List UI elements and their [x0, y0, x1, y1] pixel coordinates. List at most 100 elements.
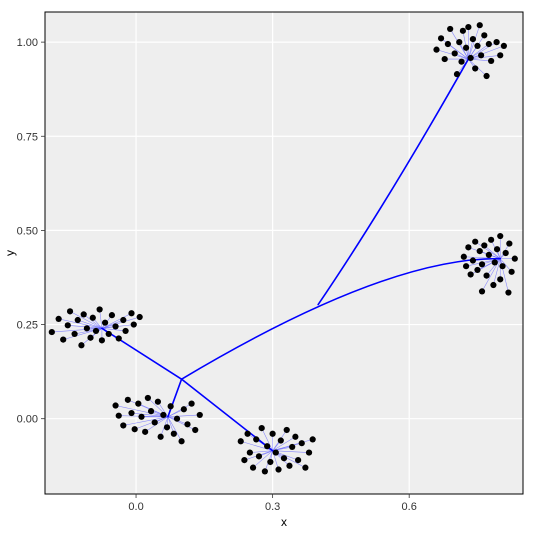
data-point: [109, 312, 115, 318]
data-point: [168, 403, 174, 409]
y-tick-label: 0.75: [17, 131, 38, 143]
data-point: [241, 457, 247, 463]
data-point: [67, 308, 73, 314]
data-point: [262, 468, 268, 474]
data-point: [494, 246, 500, 252]
data-point: [256, 453, 262, 459]
data-point: [81, 311, 87, 317]
data-point: [445, 41, 451, 47]
data-point: [499, 263, 505, 269]
data-point: [264, 443, 270, 449]
data-point: [493, 39, 499, 45]
data-point: [479, 261, 485, 267]
data-point: [302, 465, 308, 471]
data-point: [125, 397, 131, 403]
data-point: [145, 395, 151, 401]
data-point: [164, 424, 170, 430]
data-point: [454, 71, 460, 77]
data-point: [171, 431, 177, 437]
y-tick-label: 1.00: [17, 37, 38, 49]
tree-scatter-chart: 0.00.30.60.000.250.500.751.00xy: [0, 0, 534, 536]
data-point: [433, 47, 439, 53]
y-tick-label: 0.25: [17, 320, 38, 332]
data-point: [270, 431, 276, 437]
data-point: [128, 410, 134, 416]
data-point: [509, 269, 515, 275]
data-point: [438, 35, 444, 41]
data-point: [472, 65, 478, 71]
data-point: [142, 429, 148, 435]
data-point: [299, 440, 305, 446]
y-tick-label: 0.50: [17, 225, 38, 237]
data-point: [197, 412, 203, 418]
data-point: [120, 422, 126, 428]
data-point: [71, 331, 77, 337]
data-point: [49, 329, 55, 335]
data-point: [106, 331, 112, 337]
data-point: [275, 466, 281, 472]
data-point: [65, 322, 71, 328]
data-point: [97, 306, 103, 312]
data-point: [247, 449, 253, 455]
data-point: [112, 323, 118, 329]
data-point: [160, 412, 166, 418]
data-point: [238, 438, 244, 444]
data-point: [468, 271, 474, 277]
data-point: [178, 438, 184, 444]
data-point: [184, 421, 190, 427]
data-point: [116, 335, 122, 341]
data-point: [470, 36, 476, 42]
data-point: [478, 52, 484, 58]
data-point: [102, 320, 108, 326]
data-point: [87, 335, 93, 341]
data-point: [131, 321, 137, 327]
data-point: [278, 437, 284, 443]
data-point: [474, 43, 480, 49]
data-point: [75, 317, 81, 323]
data-point: [138, 414, 144, 420]
data-point: [112, 402, 118, 408]
x-tick-label: 0.6: [402, 501, 417, 513]
data-point: [188, 401, 194, 407]
data-point: [481, 32, 487, 38]
data-point: [181, 406, 187, 412]
data-point: [492, 259, 498, 265]
data-point: [497, 276, 503, 282]
data-point: [192, 427, 198, 433]
data-point: [60, 337, 66, 343]
data-point: [470, 257, 476, 263]
data-point: [120, 317, 126, 323]
data-point: [477, 22, 483, 28]
y-tick-label: 0.00: [17, 414, 38, 426]
data-point: [505, 289, 511, 295]
x-tick-label: 0.0: [128, 501, 143, 513]
data-point: [122, 328, 128, 334]
data-point: [244, 431, 250, 437]
data-point: [501, 43, 507, 49]
data-point: [497, 52, 503, 58]
data-point: [490, 282, 496, 288]
data-point: [463, 263, 469, 269]
data-point: [128, 310, 134, 316]
x-axis-title: x: [281, 515, 287, 529]
x-tick-label: 0.3: [265, 501, 280, 513]
data-point: [486, 252, 492, 258]
data-point: [461, 254, 467, 260]
data-point: [310, 436, 316, 442]
data-point: [512, 256, 518, 262]
data-point: [479, 288, 485, 294]
data-point: [155, 399, 161, 405]
data-point: [84, 325, 90, 331]
data-point: [289, 444, 295, 450]
data-point: [468, 55, 474, 61]
data-point: [250, 465, 256, 471]
data-point: [259, 425, 265, 431]
data-point: [503, 250, 509, 256]
data-point: [472, 239, 478, 245]
data-point: [281, 455, 287, 461]
data-point: [93, 328, 99, 334]
data-point: [295, 457, 301, 463]
data-point: [488, 237, 494, 243]
data-point: [456, 39, 462, 45]
data-point: [463, 45, 469, 51]
